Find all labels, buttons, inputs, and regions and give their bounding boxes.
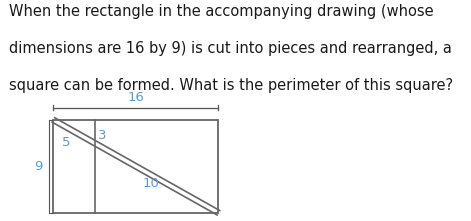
Text: square can be formed. What is the perimeter of this square?: square can be formed. What is the perime… [9,78,454,93]
Text: dimensions are 16 by 9) is cut into pieces and rearranged, a: dimensions are 16 by 9) is cut into piec… [9,41,452,56]
Text: When the rectangle in the accompanying drawing (whose: When the rectangle in the accompanying d… [9,4,434,19]
Text: 5: 5 [62,136,70,149]
Bar [53,120,219,213]
Text: 9: 9 [34,160,42,173]
Text: 10: 10 [143,177,160,190]
Text: 3: 3 [98,129,106,142]
Text: 16: 16 [128,91,145,105]
